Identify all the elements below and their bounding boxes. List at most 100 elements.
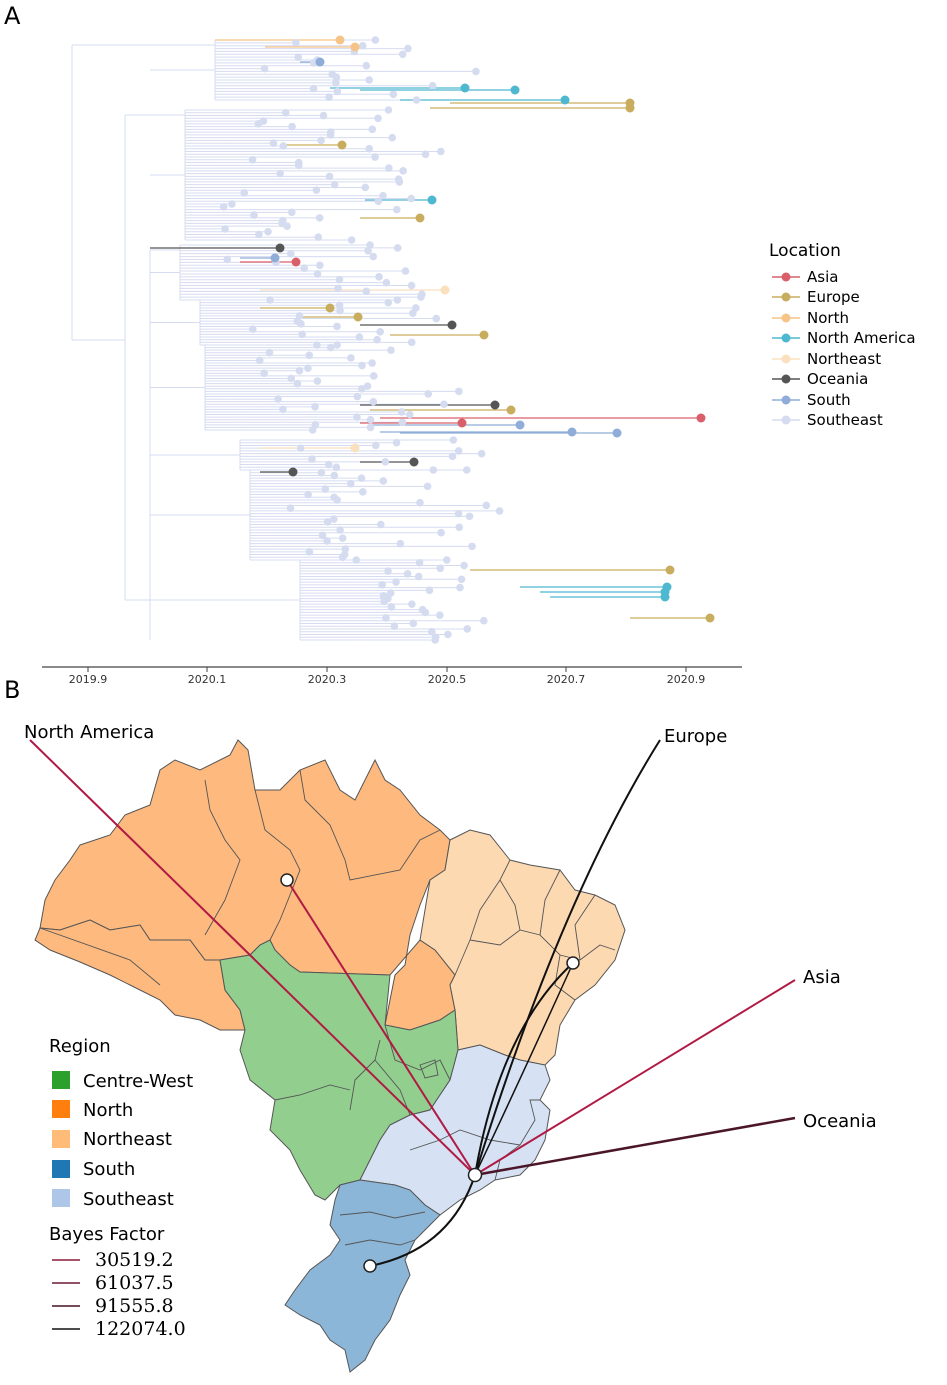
- tree-tip: [379, 477, 388, 485]
- tree-tip: [347, 354, 355, 362]
- tree-tip: [460, 561, 468, 570]
- tree-tip: [335, 275, 344, 284]
- tree-tip: [392, 438, 401, 447]
- tree-tip: [482, 501, 491, 510]
- tree-tip: [325, 172, 334, 181]
- tree-tip: [314, 233, 323, 242]
- tree-tip: [447, 320, 457, 330]
- tree-tip: [472, 67, 480, 76]
- tree-tip: [364, 246, 372, 255]
- tree-tip: [316, 261, 324, 270]
- tree-tip: [377, 520, 385, 529]
- tree-tip: [436, 564, 445, 573]
- tree-tip: [315, 214, 324, 222]
- node-southeast: [467, 1167, 483, 1183]
- tree-tip: [330, 471, 339, 480]
- tree-tip: [437, 147, 445, 156]
- region-swatch: [52, 1160, 70, 1178]
- tree-tip: [382, 614, 390, 622]
- bayes-legend-label: 91555.8: [95, 1295, 174, 1317]
- tree-tip: [421, 150, 430, 159]
- tree-tip: [414, 572, 423, 581]
- tree-tip: [313, 270, 322, 278]
- tree-tip: [398, 418, 407, 427]
- region-swatch: [52, 1130, 70, 1148]
- tree-tip: [468, 542, 476, 551]
- tree-tip: [399, 167, 407, 175]
- tree-tip: [308, 426, 317, 434]
- route-northeast-southeast-b: [474, 962, 574, 1176]
- route-oceania-southeast: [474, 1116, 796, 1177]
- location-legend: Location Asia Europe North North America…: [769, 241, 916, 429]
- tree-tip: [295, 366, 304, 375]
- region-legend-label: South: [83, 1159, 135, 1180]
- tree-tip: [373, 335, 381, 344]
- tree-tip: [375, 273, 383, 281]
- tree-tip: [460, 83, 470, 93]
- tree-tip: [333, 496, 341, 504]
- tree-tip: [326, 343, 335, 352]
- tree-tip: [305, 548, 314, 556]
- tree-tip: [332, 73, 341, 81]
- bayes-legend-label: 61037.5: [95, 1272, 174, 1294]
- tree-tip: [291, 257, 301, 267]
- tree-tip: [254, 120, 263, 128]
- tree-tip: [477, 449, 486, 458]
- tree-tip: [387, 603, 396, 611]
- tree-tip: [317, 468, 326, 477]
- tree-tip: [334, 284, 342, 293]
- tree-tip: [350, 443, 360, 453]
- tree-tip: [365, 76, 374, 84]
- tree-tip: [432, 314, 441, 323]
- panel-b-label: B: [4, 676, 21, 704]
- legend-entry-europe: Europe: [772, 288, 860, 306]
- destination-label-oceania: Oceania: [803, 1111, 877, 1132]
- tree-tip: [374, 197, 383, 206]
- tree-tip: [368, 359, 376, 367]
- tree-tip: [336, 526, 344, 534]
- tree-tip: [416, 498, 424, 507]
- tree-tip: [311, 403, 319, 411]
- tree-tip: [266, 296, 274, 304]
- tree-tip: [444, 630, 452, 639]
- tree-tip: [393, 244, 402, 252]
- tree-tip: [428, 81, 437, 90]
- tree-tip: [330, 180, 339, 189]
- tree-tip: [480, 616, 488, 625]
- tree-tip: [332, 463, 341, 472]
- map-region-northeast: [419, 829, 626, 1066]
- tree-tip: [366, 241, 374, 249]
- tree-tip: [406, 410, 414, 419]
- tree-tip: [323, 537, 331, 545]
- tree-tip: [274, 395, 282, 403]
- tree-tip: [365, 144, 374, 153]
- tree-tip: [465, 512, 474, 521]
- tree-tip: [358, 384, 366, 393]
- tree-tip: [415, 558, 424, 567]
- tree-tip: [300, 264, 309, 272]
- legend-title: Location: [769, 241, 841, 261]
- tree-tip: [317, 136, 325, 145]
- tree-tip: [366, 415, 375, 424]
- tree-tip: [612, 428, 622, 438]
- tree-tip: [427, 627, 436, 636]
- node-northeast: [566, 956, 580, 970]
- tree-tip: [495, 507, 504, 515]
- tree-tip: [366, 423, 375, 432]
- tree-tip: [276, 169, 284, 178]
- tree-tip: [279, 142, 288, 150]
- tree-tip: [294, 161, 303, 170]
- tree-tip: [401, 267, 410, 275]
- destination-label-europe: Europe: [664, 726, 727, 747]
- tree-tip: [326, 131, 335, 139]
- legend-entry-south: South: [772, 391, 851, 409]
- tree-tip: [355, 333, 364, 341]
- tree-tip: [490, 400, 500, 410]
- legend-entry-oceania: Oceania: [772, 370, 868, 388]
- tree-tip: [440, 285, 450, 295]
- legend-entry-north-america: North America: [772, 329, 916, 347]
- tree-tip: [324, 460, 333, 469]
- tree-tip: [449, 436, 458, 444]
- tree-tip: [389, 90, 398, 99]
- tree-tip: [333, 341, 341, 349]
